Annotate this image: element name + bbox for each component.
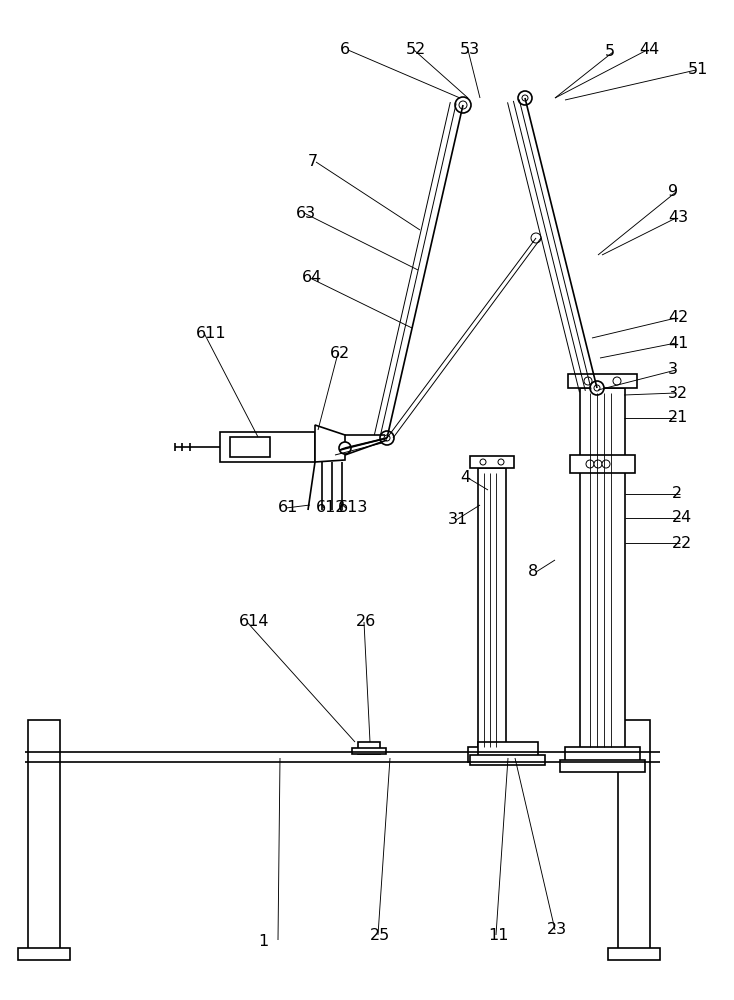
Bar xyxy=(470,456,514,468)
Bar xyxy=(478,742,538,760)
Bar xyxy=(470,755,545,765)
Circle shape xyxy=(337,447,343,453)
Text: 611: 611 xyxy=(196,326,227,340)
Text: 64: 64 xyxy=(302,270,322,286)
Text: 3: 3 xyxy=(668,362,678,377)
Bar xyxy=(468,747,516,762)
Text: 41: 41 xyxy=(668,336,688,351)
Circle shape xyxy=(590,381,604,395)
Text: 25: 25 xyxy=(370,928,390,942)
Text: 52: 52 xyxy=(406,42,426,57)
Text: 53: 53 xyxy=(460,42,480,57)
Bar xyxy=(560,760,645,772)
Text: 42: 42 xyxy=(668,310,688,326)
Text: 9: 9 xyxy=(668,184,678,200)
Text: 43: 43 xyxy=(668,211,688,226)
Circle shape xyxy=(586,460,594,468)
Bar xyxy=(478,468,506,752)
Text: 22: 22 xyxy=(672,536,692,550)
Text: 7: 7 xyxy=(308,154,318,169)
Text: 44: 44 xyxy=(639,42,659,57)
Polygon shape xyxy=(315,425,345,462)
Text: 5: 5 xyxy=(605,44,615,60)
Text: 6: 6 xyxy=(340,42,350,57)
Text: 24: 24 xyxy=(672,510,692,526)
Bar xyxy=(28,720,60,952)
Bar xyxy=(220,432,315,462)
Text: 61: 61 xyxy=(278,500,299,516)
Text: 1: 1 xyxy=(258,934,268,950)
Text: 51: 51 xyxy=(688,62,708,78)
Circle shape xyxy=(594,385,600,391)
Bar xyxy=(570,455,635,473)
Text: 2: 2 xyxy=(672,487,682,502)
Text: 62: 62 xyxy=(330,346,350,360)
Circle shape xyxy=(522,95,528,101)
Circle shape xyxy=(455,97,471,113)
Bar xyxy=(580,388,625,752)
Bar xyxy=(358,742,380,754)
Bar xyxy=(565,747,640,765)
Text: 21: 21 xyxy=(668,410,688,426)
Circle shape xyxy=(518,91,532,105)
Circle shape xyxy=(384,435,390,441)
Text: 23: 23 xyxy=(547,922,567,938)
Text: 63: 63 xyxy=(296,206,316,221)
Circle shape xyxy=(584,377,592,385)
Circle shape xyxy=(531,233,541,243)
Text: 32: 32 xyxy=(668,385,688,400)
Text: 31: 31 xyxy=(448,512,468,528)
Circle shape xyxy=(613,377,621,385)
Circle shape xyxy=(594,460,602,468)
Circle shape xyxy=(339,442,351,454)
Bar xyxy=(608,948,660,960)
Bar xyxy=(18,948,70,960)
Text: 11: 11 xyxy=(488,928,509,942)
Circle shape xyxy=(459,101,467,109)
Circle shape xyxy=(334,444,346,456)
Bar xyxy=(352,748,386,754)
Text: 8: 8 xyxy=(528,564,538,580)
Text: 612: 612 xyxy=(316,500,346,516)
Circle shape xyxy=(602,460,610,468)
Circle shape xyxy=(498,459,504,465)
Bar xyxy=(618,720,650,952)
Text: 26: 26 xyxy=(356,614,377,630)
Text: 4: 4 xyxy=(460,471,470,486)
Bar xyxy=(230,437,270,457)
Text: 614: 614 xyxy=(239,614,269,630)
Circle shape xyxy=(380,431,394,445)
Circle shape xyxy=(480,459,486,465)
Text: 613: 613 xyxy=(338,500,368,516)
Bar xyxy=(568,374,637,388)
